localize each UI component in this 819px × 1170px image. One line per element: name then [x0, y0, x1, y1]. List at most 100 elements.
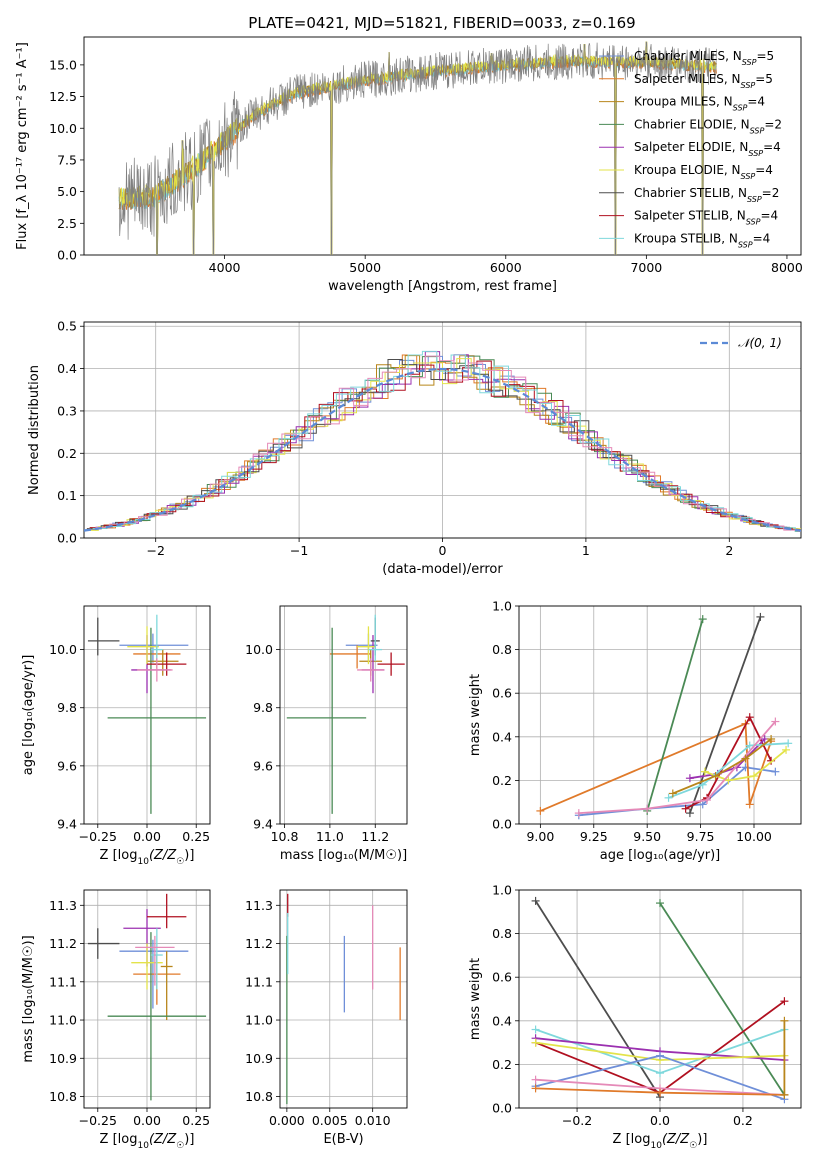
legend-entry: Salpeter MILES, NSSP=5 [634, 72, 773, 90]
errorbar-point [137, 658, 173, 682]
age-vs-z-panel: −0.25 0.00 0.25 9.4 9.6 9.8 10.0 Z [log10(Z/Z☉)… [21, 605, 211, 867]
weight-marker [531, 1084, 540, 1093]
x-tick-label: −0.25 [79, 1113, 117, 1128]
weight-marker [531, 1038, 540, 1047]
weight-marker [664, 793, 673, 802]
legend: 𝒩(0, 1) [700, 336, 782, 350]
y-tick-label: 0.6 [492, 686, 512, 701]
y-tick-label: 11.1 [49, 974, 77, 989]
x-tick-label: 2 [725, 543, 733, 558]
weight-marker [767, 734, 776, 743]
errorbar-point [357, 626, 376, 665]
weight-marker [771, 767, 780, 776]
x-tick-label: 0.25 [182, 829, 210, 844]
y-tick-label: 0.2 [492, 773, 512, 788]
y-tick-label: 0.6 [492, 970, 512, 985]
residual-histogram-step [89, 360, 801, 531]
weight-marker [771, 717, 780, 726]
x-axis-label: age [log₁₀(age/yr)] [600, 848, 721, 863]
y-tick-label: 11.2 [49, 936, 77, 951]
weight-marker [643, 804, 652, 813]
weight-plot-area [531, 896, 789, 1104]
axes-frame [279, 889, 408, 1109]
weight-marker [698, 615, 707, 624]
weight-marker [685, 809, 694, 818]
axes-frame [279, 605, 408, 825]
errorbar-point [131, 943, 163, 990]
y-axis-label: mass weight [468, 674, 483, 756]
legend: Chabrier MILES, NSSP=5 Salpeter MILES, NS… [599, 49, 782, 249]
y-tick-label: 9.4 [253, 817, 273, 832]
weight-marker [685, 774, 694, 783]
mass-vs-ebv-panel: 0.000 0.005 0.010 10.8 10.9 11.0 11.1 11.2 11.3 E… [245, 889, 408, 1147]
y-axis-label: mass [log₁₀(M/M☉)] [21, 935, 36, 1062]
weight-marker [780, 997, 789, 1006]
x-tick-label: 0.25 [182, 1113, 210, 1128]
weight-marker [656, 1051, 664, 1060]
y-tick-label: 0.0 [57, 248, 77, 263]
y-tick-label: 0.0 [57, 531, 77, 546]
weight-marker [681, 804, 690, 813]
y-tick-label: 10.9 [49, 1051, 77, 1066]
errorbar-point [147, 893, 187, 929]
weight-marker [745, 800, 754, 809]
y-tick-label: 2.5 [57, 216, 77, 231]
residual-histogram-step [86, 354, 801, 530]
weight-vs-age-panel: 9.00 9.25 9.50 9.75 10.00 0.0 0.2 0.4 0.6 0.8 1.0 a… [468, 599, 802, 863]
x-axis-label: (data-model)/error [382, 562, 503, 577]
weight-marker [700, 767, 709, 776]
y-tick-label: 10.0 [49, 121, 77, 136]
y-tick-label: 11.0 [49, 1013, 77, 1028]
weight-marker [745, 741, 754, 750]
x-tick-label: −0.2 [562, 1113, 592, 1128]
errorbar-point [160, 951, 173, 1021]
weight-marker [656, 1088, 664, 1097]
weight-series-line [689, 738, 766, 780]
y-tick-label: 0.3 [57, 403, 77, 418]
errorbar-point [150, 614, 163, 662]
errorbar-plot-area [286, 614, 405, 814]
axes-frame [83, 321, 802, 539]
errorbar-point [119, 633, 189, 663]
errorbar-point [135, 935, 175, 986]
weight-series-line [672, 738, 772, 795]
y-tick-label: 0.4 [492, 729, 512, 744]
gaussian-reference-curve [84, 367, 801, 532]
y-tick-label: 11.1 [245, 974, 273, 989]
y-tick-label: 0.4 [492, 1013, 512, 1028]
errorbar-point [87, 928, 120, 959]
x-tick-label: 10.8 [271, 829, 299, 844]
x-axis-label: Z [log10(Z/Z☉)] [100, 1132, 195, 1151]
errorbar-point [357, 658, 385, 682]
y-axis-label: Normed distribution [27, 365, 42, 495]
legend-entry: Kroupa STELIB, NSSP=4 [634, 231, 770, 249]
legend-entry: Salpeter STELIB, NSSP=4 [634, 209, 778, 227]
errorbar-point [147, 649, 179, 676]
weight-marker [703, 796, 711, 805]
y-tick-label: 9.8 [253, 700, 273, 715]
axes-frame [518, 605, 802, 825]
mass-vs-z-panel: −0.25 0.00 0.25 10.8 10.9 11.0 11.1 11.2 11.3 Z [… [21, 889, 211, 1151]
x-tick-label: 0.010 [355, 1113, 391, 1128]
spectrum-panel: 4000 5000 6000 7000 8000 0.0 2.5 5.0 7.5 10.0 12.5… [15, 36, 803, 294]
y-tick-label: 0.0 [492, 817, 512, 832]
x-tick-label: 0.00 [133, 1113, 161, 1128]
legend-entry: Kroupa ELODIE, NSSP=4 [634, 163, 773, 181]
legend-entry: Kroupa MILES, NSSP=4 [634, 95, 765, 113]
x-tick-label: 0.005 [312, 1113, 348, 1128]
y-tick-label: 9.4 [57, 817, 77, 832]
weight-marker [574, 809, 583, 818]
y-tick-label: 11.2 [245, 936, 273, 951]
weight-marker [531, 1075, 540, 1084]
weight-vs-z-panel: −0.2 0.0 0.2 0.0 0.2 0.4 0.6 0.8 1.0 Z [log10(Z/Z… [468, 883, 802, 1151]
errorbar-point [107, 627, 207, 814]
y-tick-label: 0.2 [57, 446, 77, 461]
y-axis-label: age [log₁₀(age/yr)] [21, 655, 36, 776]
x-axis-label: Z [log10(Z/Z☉)] [613, 1132, 708, 1151]
axes-frame [83, 605, 211, 825]
y-tick-label: 0.8 [492, 926, 512, 941]
errorbar-point [329, 645, 371, 669]
x-tick-label: 0.00 [133, 829, 161, 844]
y-tick-label: 10.8 [49, 1089, 77, 1104]
